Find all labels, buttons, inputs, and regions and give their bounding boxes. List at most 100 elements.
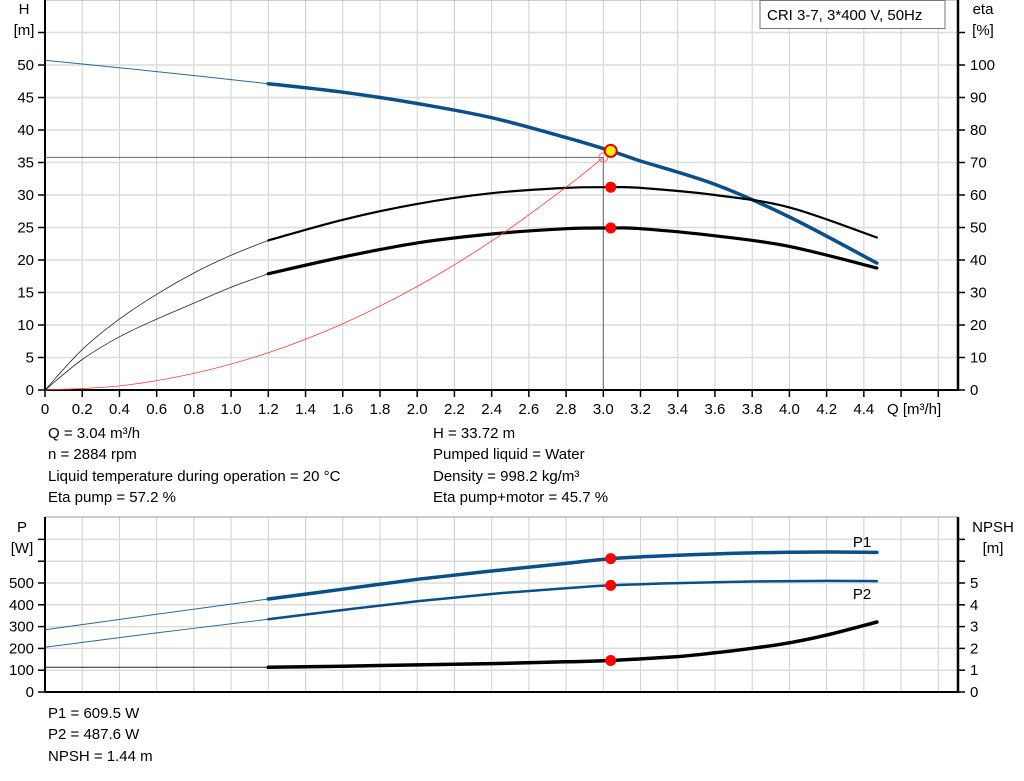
- series-eta_pump-line-outside-range: [44, 240, 269, 391]
- x-tick-label: 3.6: [705, 401, 726, 418]
- left-tick-label: 300: [9, 619, 34, 636]
- series-H-line-outside-range: [44, 59, 269, 85]
- series-P1-line: [266, 550, 879, 601]
- right-tick-label: 90: [970, 90, 987, 107]
- series-eta_pump_motor-line-outside-range: [44, 273, 269, 391]
- left-tick-label: 50: [17, 57, 34, 74]
- info-left-column: Q = 3.04 m³/h n = 2884 rpm Liquid temper…: [48, 423, 340, 508]
- x-tick-label: 4.4: [853, 401, 874, 418]
- series-P2-line-outside-range: [44, 618, 269, 648]
- info-p2: P2 = 487.6 W: [48, 726, 140, 744]
- x-tick-label: 2.0: [407, 401, 428, 418]
- x-tick-label: 3.0: [593, 401, 614, 418]
- series-NPSH-line: [266, 620, 879, 670]
- info-speed: n = 2884 rpm: [48, 446, 137, 464]
- info-eta-pump-motor: Eta pump+motor = 45.7 %: [433, 488, 609, 506]
- title-box: [759, 0, 946, 29]
- power-npsh-plot: [38, 516, 965, 693]
- left-tick-label: 45: [17, 90, 34, 107]
- left-axis-unit: [m]: [14, 22, 35, 39]
- info-pumped-liquid: Pumped liquid = Water: [433, 446, 585, 464]
- left-axis-name: H: [19, 1, 30, 18]
- left-tick-label: 100: [9, 662, 34, 679]
- series-H-line: [266, 81, 879, 265]
- x-tick-label: 2.2: [444, 401, 465, 418]
- left-tick-label: 25: [17, 220, 34, 237]
- x-tick-label: 2.4: [481, 401, 502, 418]
- left-tick-label: 0: [26, 684, 34, 701]
- x-tick-label: 4.2: [816, 401, 837, 418]
- left-tick-label: 10: [17, 317, 34, 334]
- info-bottom: P1 = 609.5 W P2 = 487.6 W NPSH = 1.44 m: [48, 703, 153, 767]
- x-tick-label: 0: [41, 401, 49, 418]
- left-tick-label: 200: [9, 640, 34, 657]
- x-tick-label: 1.0: [221, 401, 242, 418]
- x-tick-label: 0.4: [109, 401, 130, 418]
- x-tick-label: 1.4: [295, 401, 316, 418]
- x-axis-label: Q [m³/h]: [887, 401, 941, 418]
- operating-point-p1: [605, 553, 617, 565]
- right-tick-label: 3: [970, 619, 978, 636]
- right-tick-label: 70: [970, 155, 987, 172]
- right-tick-label: 100: [970, 57, 995, 74]
- left-tick-label: 30: [17, 187, 34, 204]
- x-tick-label: 3.4: [667, 401, 688, 418]
- series-eta_pump_motor-line: [266, 226, 879, 276]
- x-tick-label: 3.2: [630, 401, 651, 418]
- duty-point-marker: [598, 152, 609, 163]
- info-head: H = 33.72 m: [433, 425, 516, 442]
- x-tick-label: 0.6: [146, 401, 167, 418]
- info-p1: P1 = 609.5 W: [48, 705, 140, 722]
- right-tick-label: 0: [970, 382, 978, 399]
- series-eta_pump-line: [267, 185, 878, 242]
- left-tick-label: 15: [17, 285, 34, 302]
- x-tick-label: 1.8: [370, 401, 391, 418]
- left-tick-label: 400: [9, 597, 34, 614]
- info-right-column: H = 33.72 m Pumped liquid = Water Densit…: [433, 423, 608, 508]
- info-npsh: NPSH = 1.44 m: [48, 747, 153, 765]
- x-tick-label: 2.8: [556, 401, 577, 418]
- series-label-p2: P2: [853, 586, 871, 603]
- right-tick-label: 40: [970, 252, 987, 269]
- right-tick-label: 60: [970, 187, 987, 204]
- right-tick-label: 30: [970, 285, 987, 302]
- x-tick-label: 2.6: [518, 401, 539, 418]
- left-tick-label: 500: [9, 575, 34, 592]
- left-tick-label: 40: [17, 122, 34, 139]
- series-label-p1: P1: [853, 534, 871, 551]
- right-tick-label: 5: [970, 575, 978, 592]
- right-axis-unit: [%]: [972, 22, 994, 39]
- info-liquid-temperature: Liquid temperature during operation = 20…: [48, 467, 341, 485]
- x-tick-label: 4.0: [779, 401, 800, 418]
- left-tick-label: 20: [17, 252, 34, 269]
- left-axis-name: P: [17, 519, 27, 536]
- right-tick-label: 80: [970, 122, 987, 139]
- info-flow: Q = 3.04 m³/h: [48, 425, 141, 442]
- right-tick-label: 50: [970, 220, 987, 237]
- left-tick-label: 0: [26, 382, 34, 399]
- operating-point-eta-pump: [605, 181, 617, 193]
- chart-title: CRI 3-7, 3*400 V, 50Hz: [767, 7, 922, 24]
- x-tick-label: 0.8: [183, 401, 204, 418]
- operating-point-npsh: [605, 655, 617, 666]
- right-tick-label: 10: [970, 350, 987, 367]
- series-P2-line: [267, 579, 879, 621]
- x-tick-label: 3.8: [742, 401, 763, 418]
- info-density: Density = 998.2 kg/m³: [433, 467, 580, 485]
- right-axis-name: eta: [973, 1, 995, 18]
- x-tick-label: 1.6: [332, 401, 353, 418]
- series-system_curve-line: [44, 157, 604, 391]
- operating-point-head: [603, 143, 618, 158]
- operating-point-p2: [605, 579, 617, 591]
- left-axis-unit: [W]: [11, 540, 34, 557]
- right-axis-unit: [m]: [983, 540, 1004, 557]
- operating-point-eta-pump-motor: [605, 222, 617, 234]
- series-P1-line-outside-range: [44, 598, 269, 631]
- left-tick-label: 5: [26, 350, 34, 367]
- right-tick-label: 2: [970, 640, 978, 657]
- x-tick-label: 0.2: [72, 401, 93, 418]
- info-eta-pump: Eta pump = 57.2 %: [48, 488, 176, 506]
- right-tick-label: 4: [970, 597, 978, 614]
- head-efficiency-plot: [38, 0, 965, 397]
